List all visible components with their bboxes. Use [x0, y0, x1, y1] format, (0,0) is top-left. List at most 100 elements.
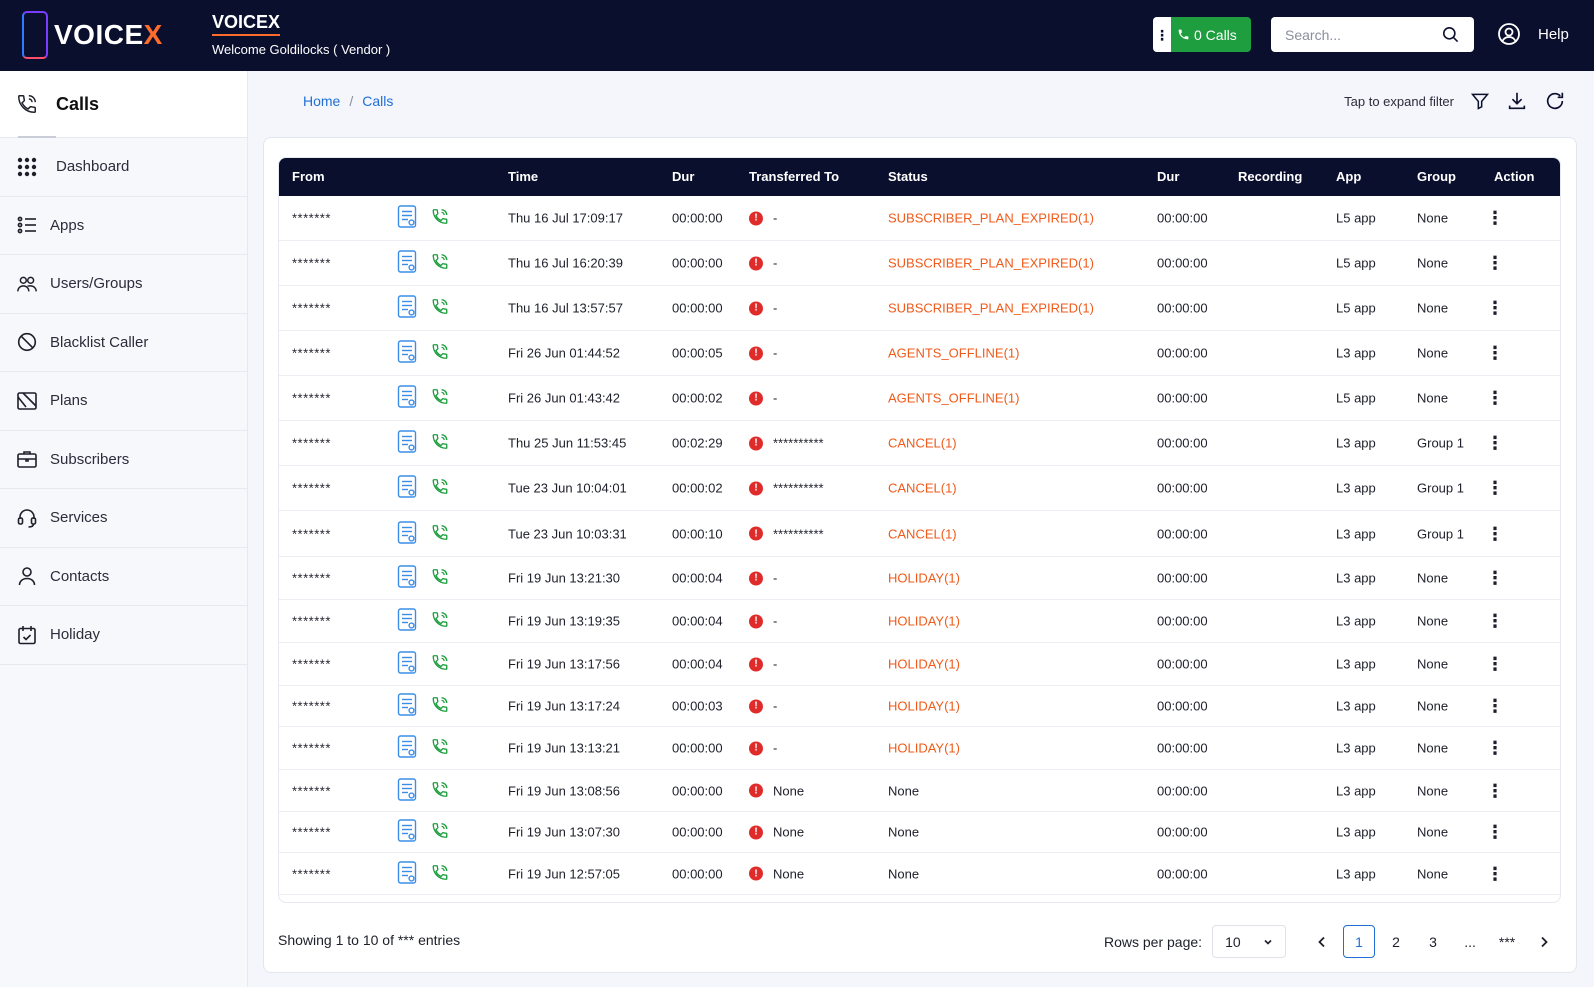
- call-details-icon[interactable]: [397, 565, 417, 592]
- expand-filter-label[interactable]: Tap to expand filter: [1344, 93, 1454, 109]
- more-actions-icon[interactable]: ⋮: [1486, 611, 1504, 631]
- table-row[interactable]: ******* Fri 19 Jun 13:19:35 00:00:04! - HOLI…: [279, 600, 1560, 643]
- col-recording[interactable]: Recording: [1238, 169, 1303, 184]
- more-actions-icon[interactable]: ⋮: [1486, 433, 1504, 453]
- col-dur2[interactable]: Dur: [1157, 169, 1180, 184]
- more-actions-icon[interactable]: ⋮: [1486, 780, 1504, 801]
- call-details-icon[interactable]: [397, 735, 417, 762]
- table-row[interactable]: ******* Fri 19 Jun 13:17:24 00:00:03! - HOLI…: [279, 686, 1560, 727]
- more-actions-icon[interactable]: ⋮: [1486, 863, 1504, 884]
- col-time[interactable]: Time: [508, 169, 539, 184]
- sidebar-item-subscribers[interactable]: Subscribers: [0, 431, 247, 489]
- col-status[interactable]: Status: [888, 169, 928, 184]
- call-details-icon[interactable]: [397, 205, 417, 232]
- more-vertical-icon[interactable]: ⋮: [1153, 17, 1171, 52]
- call-back-icon[interactable]: [431, 611, 449, 632]
- call-details-icon[interactable]: [397, 295, 417, 322]
- page-button-2[interactable]: 2: [1392, 933, 1400, 950]
- more-actions-icon[interactable]: ⋮: [1486, 696, 1504, 716]
- table-row[interactable]: ******* Thu 25 Jun 11:53:45 00:02:29! *****…: [279, 421, 1560, 466]
- search-box[interactable]: [1271, 17, 1474, 52]
- refresh-icon[interactable]: [1544, 90, 1566, 112]
- table-row[interactable]: ******* Thu 16 Jul 13:57:57 00:00:00! - SUBS…: [279, 286, 1560, 331]
- call-back-icon[interactable]: [431, 298, 449, 319]
- call-details-icon[interactable]: [397, 520, 417, 547]
- call-details-icon[interactable]: [397, 608, 417, 635]
- call-back-icon[interactable]: [431, 568, 449, 589]
- call-details-icon[interactable]: [397, 430, 417, 457]
- table-row[interactable]: ******* Tue 23 Jun 10:04:01 00:00:02! *****…: [279, 466, 1560, 511]
- call-back-icon[interactable]: [431, 253, 449, 274]
- more-actions-icon[interactable]: ⋮: [1486, 568, 1504, 588]
- call-back-icon[interactable]: [431, 433, 449, 454]
- call-back-icon[interactable]: [431, 780, 449, 801]
- sidebar-item-contacts[interactable]: Contacts: [0, 548, 247, 606]
- call-details-icon[interactable]: [397, 860, 417, 887]
- table-row[interactable]: ******* Tue 23 Jun 10:03:31 00:00:10! *****…: [279, 511, 1560, 557]
- sidebar-item-services[interactable]: Services: [0, 489, 247, 548]
- page-button-last[interactable]: ***: [1498, 933, 1516, 950]
- col-group[interactable]: Group: [1417, 169, 1456, 184]
- next-page-button[interactable]: [1528, 925, 1560, 958]
- calls-counter-button[interactable]: ⋮ 0 Calls: [1153, 17, 1251, 52]
- table-row[interactable]: ******* Fri 19 Jun 13:21:30 00:00:04! - HOLI…: [279, 557, 1560, 600]
- more-actions-icon[interactable]: ⋮: [1486, 822, 1504, 842]
- more-actions-icon[interactable]: ⋮: [1486, 208, 1504, 228]
- more-actions-icon[interactable]: ⋮: [1486, 478, 1504, 498]
- call-back-icon[interactable]: [431, 654, 449, 675]
- search-icon[interactable]: [1441, 25, 1460, 44]
- call-details-icon[interactable]: [397, 819, 417, 846]
- table-row[interactable]: ******* Thu 16 Jul 16:20:39 00:00:00! - SUBS…: [279, 241, 1560, 286]
- col-app[interactable]: App: [1336, 169, 1362, 184]
- page-button-1[interactable]: 1: [1343, 925, 1376, 958]
- call-back-icon[interactable]: [431, 388, 449, 409]
- call-details-icon[interactable]: [397, 385, 417, 412]
- table-row[interactable]: ******* Fri 19 Jun 12:57:05 00:00:00! None N…: [279, 853, 1560, 895]
- breadcrumb-current[interactable]: Calls: [362, 93, 394, 109]
- more-actions-icon[interactable]: ⋮: [1486, 343, 1504, 363]
- download-icon[interactable]: [1506, 90, 1528, 112]
- call-details-icon[interactable]: [397, 777, 417, 804]
- sidebar-item-holiday[interactable]: Holiday: [0, 606, 247, 665]
- call-back-icon[interactable]: [431, 343, 449, 364]
- call-back-icon[interactable]: [431, 208, 449, 229]
- col-from[interactable]: From: [292, 169, 325, 184]
- call-details-icon[interactable]: [397, 250, 417, 277]
- table-row[interactable]: ******* Fri 19 Jun 13:13:21 00:00:00! - HOLI…: [279, 727, 1560, 770]
- col-transferred-to[interactable]: Transferred To: [749, 169, 840, 184]
- filter-icon[interactable]: [1470, 91, 1490, 111]
- more-actions-icon[interactable]: ⋮: [1486, 253, 1504, 273]
- more-actions-icon[interactable]: ⋮: [1486, 298, 1504, 318]
- page-button-3[interactable]: 3: [1429, 933, 1437, 950]
- voicex-logo[interactable]: VOICEX: [22, 8, 182, 62]
- rows-per-page-select[interactable]: 10: [1212, 925, 1287, 958]
- table-row[interactable]: ******* Fri 19 Jun 13:07:30 00:00:00! None N…: [279, 812, 1560, 853]
- call-back-icon[interactable]: [431, 822, 449, 843]
- prev-page-button[interactable]: [1306, 925, 1338, 958]
- help-link[interactable]: Help: [1538, 26, 1569, 43]
- search-input[interactable]: [1285, 26, 1435, 43]
- table-row[interactable]: ******* Fri 26 Jun 01:44:52 00:00:05! - AGEN…: [279, 331, 1560, 376]
- call-details-icon[interactable]: [397, 693, 417, 720]
- breadcrumb-home[interactable]: Home: [303, 93, 341, 109]
- call-back-icon[interactable]: [431, 478, 449, 499]
- call-details-icon[interactable]: [397, 340, 417, 367]
- more-actions-icon[interactable]: ⋮: [1486, 738, 1504, 758]
- call-back-icon[interactable]: [431, 738, 449, 759]
- call-back-icon[interactable]: [431, 523, 449, 544]
- table-row[interactable]: ******* Thu 16 Jul 17:09:17 00:00:00! - SUBS…: [279, 196, 1560, 241]
- call-details-icon[interactable]: [397, 475, 417, 502]
- sidebar-item-blacklist-caller[interactable]: Blacklist Caller: [0, 314, 247, 372]
- col-dur[interactable]: Dur: [672, 169, 695, 184]
- sidebar-item-apps[interactable]: Apps: [0, 197, 247, 255]
- call-back-icon[interactable]: [431, 696, 449, 717]
- table-row[interactable]: ******* Fri 26 Jun 01:43:42 00:00:02! - AGEN…: [279, 376, 1560, 421]
- more-actions-icon[interactable]: ⋮: [1486, 654, 1504, 674]
- more-actions-icon[interactable]: ⋮: [1486, 523, 1504, 544]
- call-details-icon[interactable]: [397, 651, 417, 678]
- sidebar-item-users-groups[interactable]: Users/Groups: [0, 255, 247, 314]
- table-row[interactable]: ******* Fri 19 Jun 13:17:56 00:00:04! - HOLI…: [279, 643, 1560, 686]
- sidebar-item-dashboard[interactable]: Dashboard: [0, 138, 247, 197]
- more-actions-icon[interactable]: ⋮: [1486, 388, 1504, 408]
- call-back-icon[interactable]: [431, 863, 449, 884]
